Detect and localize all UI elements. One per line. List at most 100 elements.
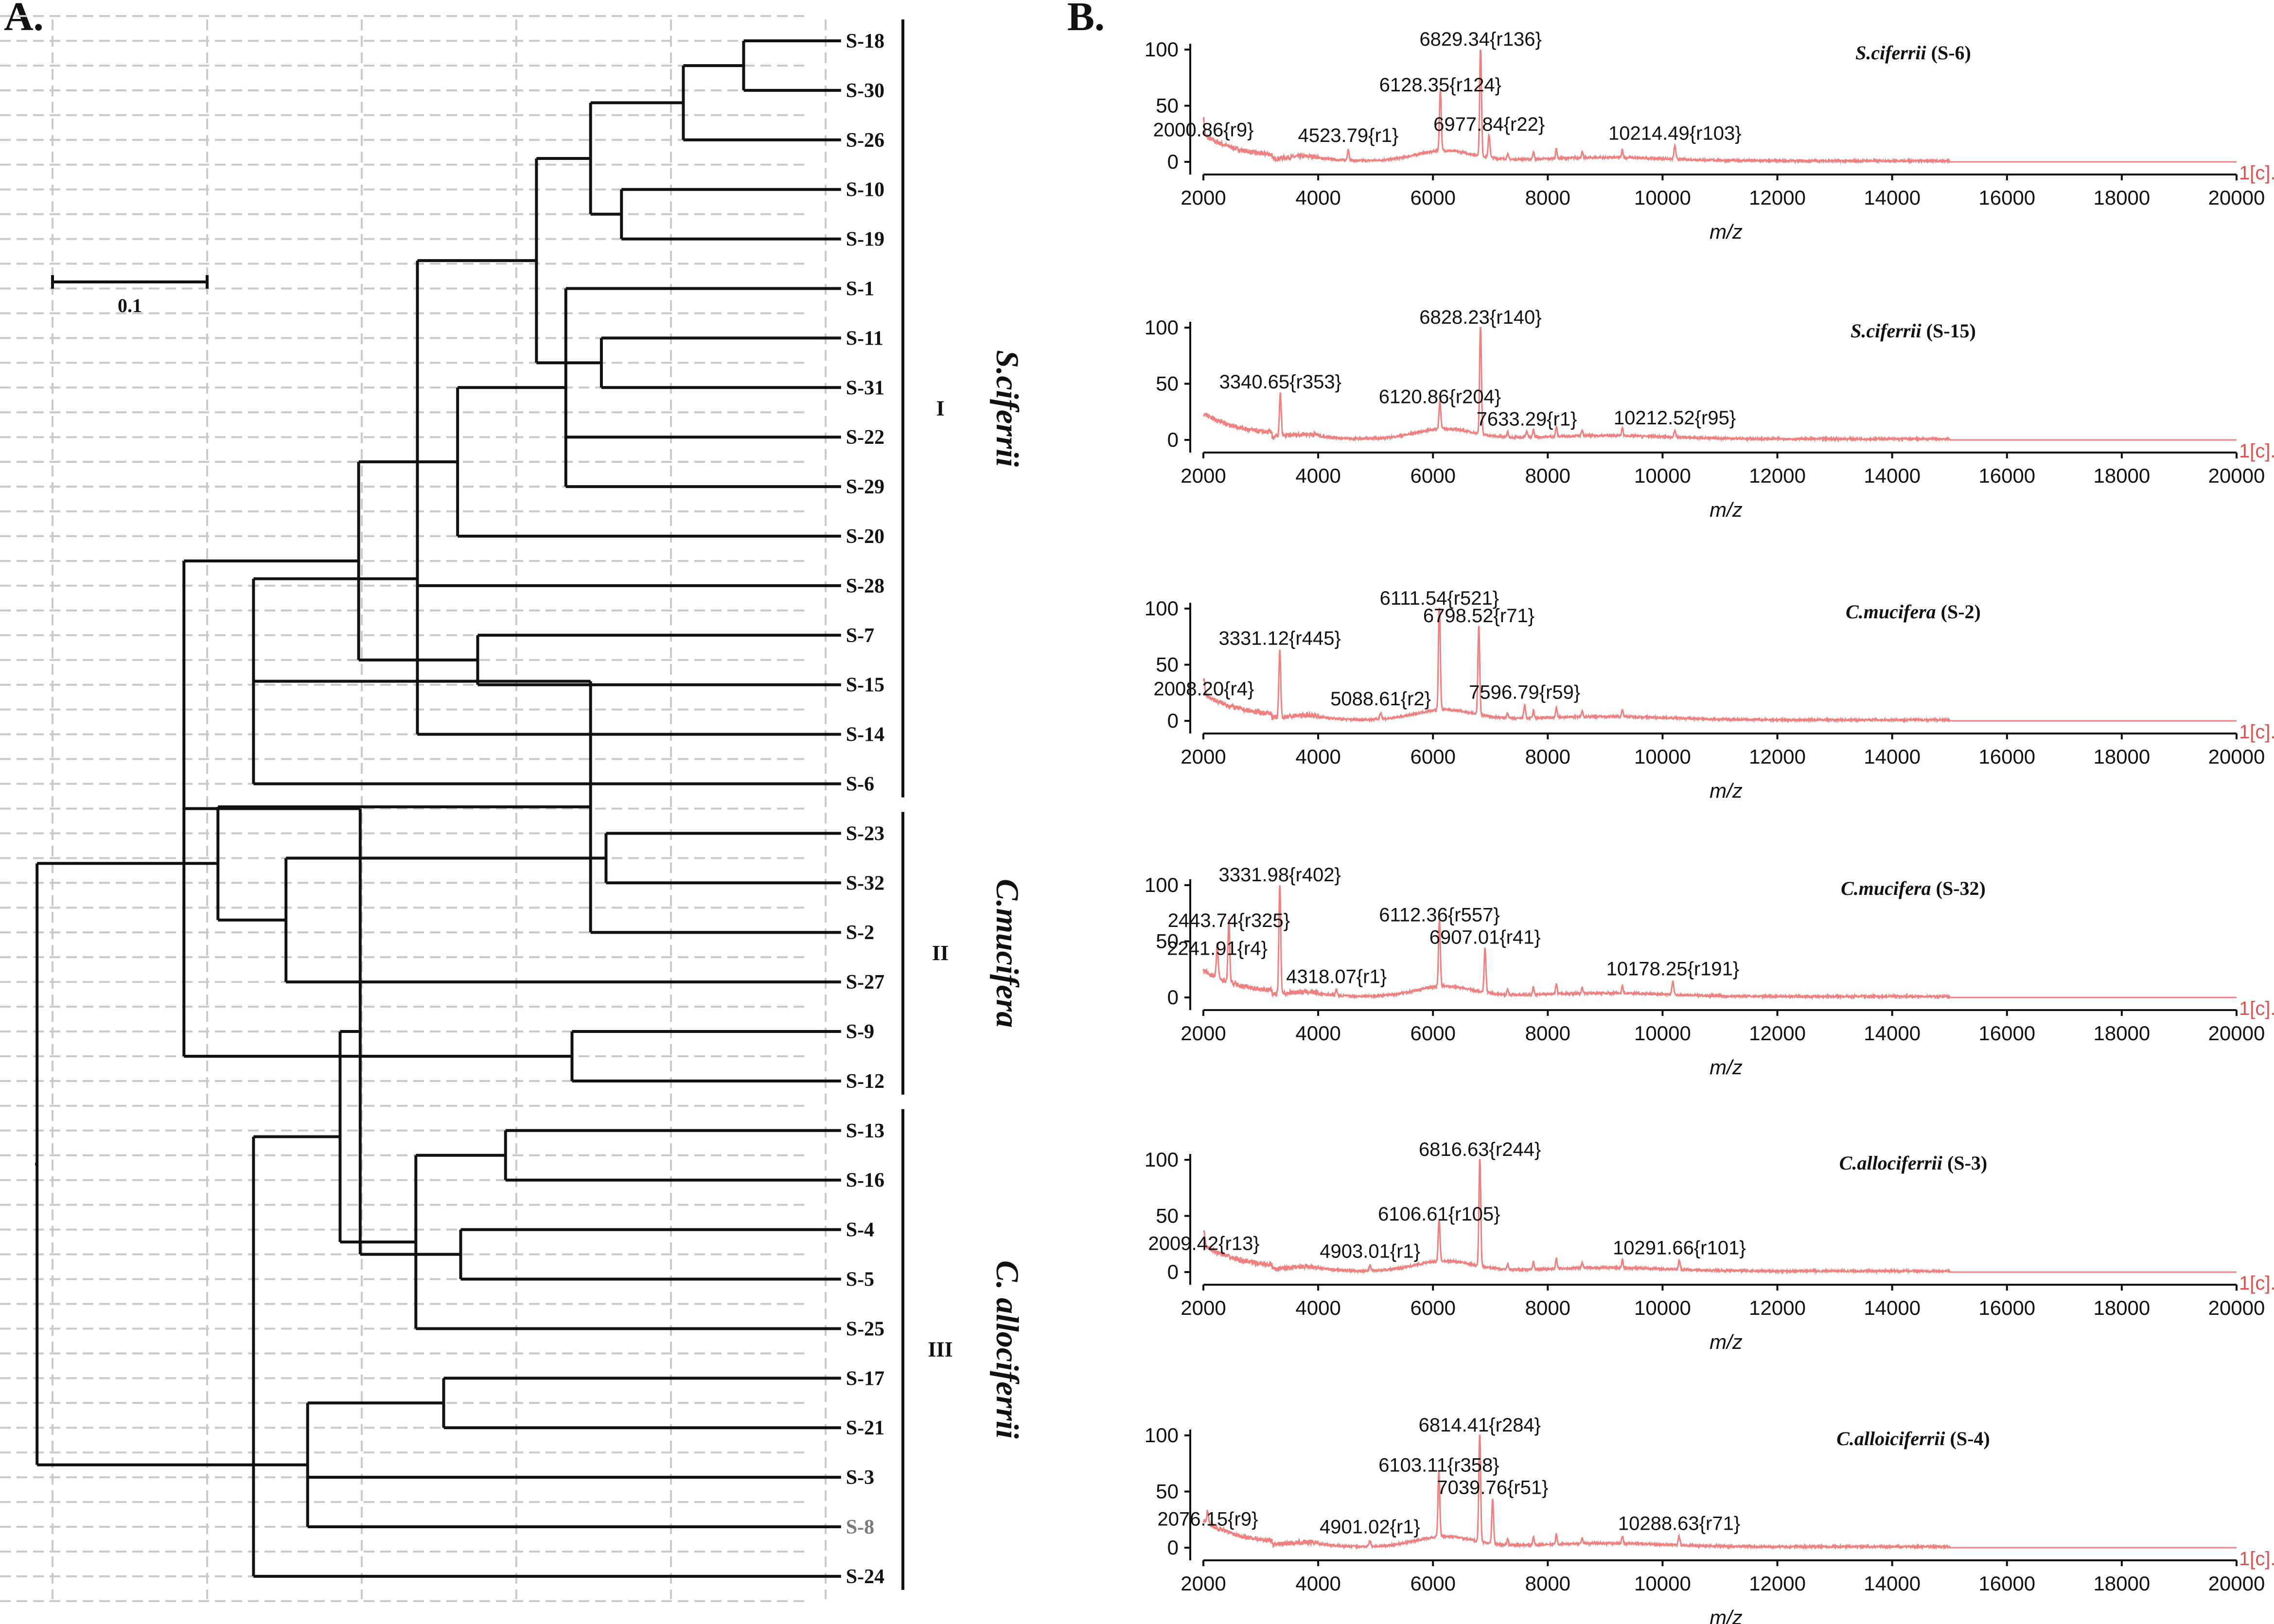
x-tick-label: 16000 — [1978, 464, 2035, 487]
panel-b-spectra: B. 0 50 100 2000 4000 6000 8000 10000 12000 14000… — [1067, 0, 2274, 1624]
spectrum-strain: (S-4) — [1950, 1428, 1990, 1449]
x-tick-label: 8000 — [1525, 186, 1570, 209]
leaf-label: S-6 — [846, 773, 874, 796]
peak-label: 6977.84{r22} — [1433, 114, 1545, 135]
spectrum-strain: (S-32) — [1936, 877, 1986, 899]
peak-label: 5088.61{r2} — [1330, 688, 1431, 710]
peak-label: 2241.91{r4} — [1167, 938, 1268, 960]
spectrum-panel: 0 50 100 2000 4000 6000 8000 10000 12000 14000 160… — [1145, 588, 2274, 802]
leaf-label: S-24 — [846, 1566, 884, 1588]
leaf-label: S-15 — [846, 674, 884, 697]
y-tick-label: 100 — [1145, 38, 1179, 61]
leaf-label: S-7 — [846, 625, 874, 647]
x-tick-label: 2000 — [1181, 186, 1226, 209]
x-tick-label: 18000 — [2093, 186, 2150, 209]
panel-b-letter: B. — [1067, 0, 1105, 39]
x-tick-label: 6000 — [1410, 464, 1456, 487]
spectrum-title: S.ciferrii (S-6) — [1855, 42, 1971, 64]
x-tick-label: 16000 — [1978, 186, 2035, 209]
y-tick-label: 50 — [1156, 930, 1179, 953]
peak-label: 6816.63{r244} — [1419, 1139, 1541, 1160]
spectrum-panel: 0 50 100 2000 4000 6000 8000 10000 12000 14000 160… — [1145, 307, 2274, 521]
x-tick-label: 14000 — [1864, 1572, 1921, 1595]
leaf-label: S-2 — [846, 922, 874, 944]
clade-annotations: I S.ciferrii II C.mucifera III C. allociferri… — [901, 19, 1025, 1590]
clade-numeral: I — [936, 396, 944, 420]
x-axis-label: m/z — [1710, 220, 1743, 243]
spectrum-panel: 0 50 100 2000 4000 6000 8000 10000 12000 14000 160… — [1145, 864, 2274, 1079]
x-tick-label: 10000 — [1634, 745, 1691, 768]
peak-label: 3331.98{r402} — [1219, 864, 1341, 886]
y-tick-label: 50 — [1156, 1205, 1179, 1227]
leaf-label: S-1 — [846, 278, 874, 300]
x-tick-label: 4000 — [1295, 1296, 1340, 1319]
x-tick-label: 2000 — [1181, 745, 1226, 768]
x-tick-label: 8000 — [1525, 745, 1570, 768]
x-tick-label: 10000 — [1634, 464, 1691, 487]
peak-label: 6907.01{r41} — [1429, 927, 1541, 948]
leaf-label: S-30 — [846, 80, 884, 102]
spectrum-species: C.allociferrii — [1839, 1152, 1947, 1174]
peak-label: 10288.63{r71} — [1618, 1513, 1740, 1535]
peak-label: 4901.02{r1} — [1320, 1516, 1420, 1537]
x-tick-label: 4000 — [1295, 186, 1340, 209]
dendrogram-leaf-labels: S-18 S-30 S-26 S-10 S-19 S-1 S-11 S-31 S-22 S-29 S… — [846, 30, 884, 1588]
spectrum-title: S.ciferrii (S-15) — [1851, 320, 1976, 342]
peak-label: 6106.61{r105} — [1378, 1204, 1500, 1225]
x-tick-label: 14000 — [1864, 186, 1921, 209]
y-tick-label: 100 — [1145, 1424, 1179, 1447]
leaf-label: S-8 — [846, 1516, 874, 1538]
peak-label: 3331.12{r445} — [1218, 628, 1340, 649]
peak-label: 6829.34{r136} — [1419, 29, 1541, 50]
leaf-label: S-12 — [846, 1070, 884, 1093]
x-tick-label: 20000 — [2208, 464, 2265, 487]
x-tick-label: 18000 — [2093, 464, 2150, 487]
y-tick-label: 50 — [1156, 372, 1179, 395]
peak-label: 3340.65{r353} — [1219, 371, 1341, 393]
clade-species-name: S.ciferrii — [989, 350, 1025, 467]
spectrum-panel: 0 50 100 2000 4000 6000 8000 10000 12000 14000 160… — [1145, 29, 2274, 243]
spectrum-title: C.alloiciferrii (S-4) — [1836, 1428, 1990, 1449]
peak-label: 6120.86{r204} — [1379, 386, 1501, 407]
peak-label: 2076.15{r9} — [1158, 1508, 1258, 1530]
x-tick-label: 4000 — [1295, 1572, 1340, 1595]
y-tick-label: 50 — [1156, 1480, 1179, 1503]
leaf-label: S-19 — [846, 228, 884, 251]
leaf-label: S-29 — [846, 476, 884, 498]
panel-a-letter: A. — [4, 0, 44, 39]
x-tick-label: 16000 — [1978, 745, 2035, 768]
spectrum-trace — [1202, 608, 2237, 724]
x-tick-label: 20000 — [2208, 1572, 2265, 1595]
x-tick-label: 10000 — [1634, 1022, 1691, 1045]
peak-label: 6112.36{r557} — [1379, 904, 1499, 926]
x-tick-label: 6000 — [1410, 1572, 1456, 1595]
x-tick-label: 20000 — [2208, 186, 2265, 209]
y-tick-label: 100 — [1145, 873, 1179, 896]
spectrum-corner-label: 1[c]. — [2239, 721, 2274, 743]
leaf-label: S-11 — [846, 327, 883, 349]
x-tick-label: 12000 — [1749, 1022, 1806, 1045]
spectrum-corner-label: 1[c]. — [2239, 440, 2274, 462]
leaf-label: S-9 — [846, 1021, 874, 1043]
x-tick-label: 20000 — [2208, 1296, 2265, 1319]
x-tick-label: 12000 — [1749, 464, 1806, 487]
leaf-label: S-5 — [846, 1269, 874, 1291]
y-tick-label: 0 — [1167, 428, 1179, 451]
clade-species-name: C. allociferrii — [989, 1260, 1025, 1439]
x-tick-label: 12000 — [1749, 186, 1806, 209]
spectrum-trace — [1202, 1434, 2237, 1551]
spectrum-corner-label: 1[c]. — [2239, 1273, 2274, 1294]
x-axis-label: m/z — [1710, 1330, 1743, 1353]
leaf-label: S-3 — [846, 1467, 874, 1489]
leaf-label: S-32 — [846, 872, 884, 894]
x-axis-label: m/z — [1710, 498, 1743, 521]
peak-label: 10291.66{r101} — [1613, 1238, 1746, 1259]
panel-a-dendrogram: A. 0.1 S-18S-30S-26S-10S-19S-1S-11S-31S-… — [0, 0, 1025, 1602]
peak-label: 10214.49{r103} — [1608, 122, 1742, 144]
spectrum-panel: 0 50 100 2000 4000 6000 8000 10000 12000 14000 160… — [1145, 1414, 2274, 1624]
x-tick-label: 6000 — [1410, 186, 1456, 209]
x-tick-label: 2000 — [1181, 1572, 1226, 1595]
x-tick-label: 2000 — [1181, 1022, 1226, 1045]
clade-species-name: C.mucifera — [989, 879, 1025, 1028]
